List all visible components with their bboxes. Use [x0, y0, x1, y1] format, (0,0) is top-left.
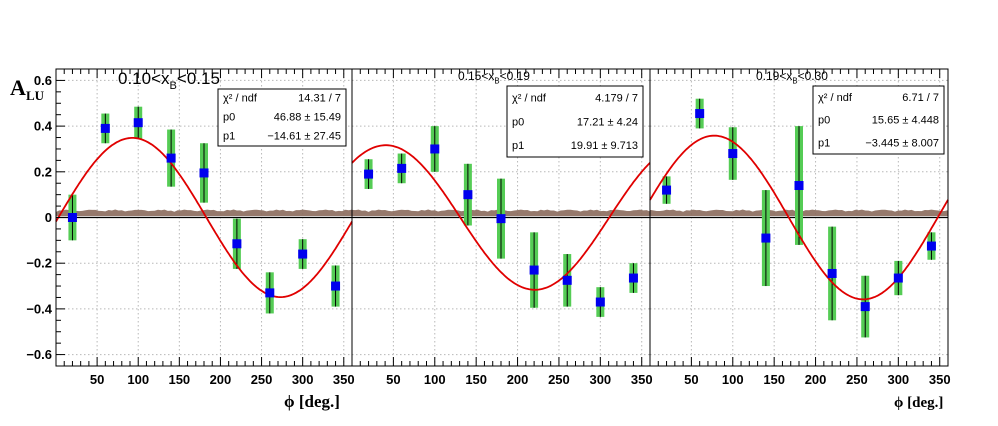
x-axis-title-right: ϕ [deg.] — [894, 395, 943, 411]
panel-title: 0.10<xB<0.15 — [118, 69, 220, 92]
fit-stat-value: 15.65 ± 4.448 — [872, 115, 939, 127]
fit-stat-value: 46.88 ± 15.49 — [274, 112, 341, 124]
x-tick-label: 150 — [168, 372, 190, 387]
x-tick-label: 100 — [424, 372, 446, 387]
fit-stat-value: 4.179 / 7 — [595, 93, 638, 105]
panel-title: 0.15<xB<0.19 — [458, 69, 530, 86]
fit-stat-value: 14.31 / 7 — [298, 93, 341, 105]
data-point — [166, 153, 176, 163]
data-point — [562, 275, 572, 285]
data-point — [827, 268, 837, 278]
x-tick-label: 350 — [333, 372, 355, 387]
fit-stat-value: −14.61 ± 27.45 — [267, 131, 341, 143]
data-point — [529, 265, 539, 275]
data-point — [761, 233, 771, 243]
x-tick-label: 100 — [722, 372, 744, 387]
x-tick-label: 200 — [210, 372, 232, 387]
data-point — [133, 118, 143, 128]
data-point — [100, 123, 110, 133]
tick-layer: 50 100 150 200 250 300 350 50 100 150 200 250 300 350… — [26, 69, 951, 387]
fit-stat-label: p0 — [223, 112, 235, 124]
y-tick-label: 0.2 — [34, 164, 52, 179]
fit-stat-label: χ² / ndf — [512, 93, 547, 105]
fit-stat-label: χ² / ndf — [818, 92, 853, 104]
x-tick-label: 250 — [548, 372, 570, 387]
fit-stat-label: p0 — [512, 116, 524, 128]
fit-stat-label: p1 — [818, 137, 830, 149]
data-point — [232, 239, 242, 249]
data-point — [695, 109, 705, 119]
data-point — [595, 297, 605, 307]
data-point-layer — [67, 109, 936, 312]
x-tick-label: 150 — [465, 372, 487, 387]
data-point — [496, 214, 506, 224]
fit-stat-value: −3.445 ± 8.007 — [865, 137, 939, 149]
data-point — [298, 249, 308, 259]
x-tick-label: 200 — [805, 372, 827, 387]
fit-stat-label: p0 — [818, 115, 830, 127]
x-tick-label: 250 — [846, 372, 868, 387]
fit-curve — [55, 137, 353, 298]
data-point — [628, 273, 638, 283]
x-tick-label: 200 — [507, 372, 529, 387]
systematic-band-layer — [56, 209, 948, 217]
data-point — [662, 185, 672, 195]
label-layer: A LU ϕ [deg.] ϕ [deg.] — [10, 75, 943, 411]
y-axis-title-sub: LU — [26, 88, 45, 103]
fit-stats-box — [506, 85, 644, 158]
fit-stat-label: p1 — [223, 131, 235, 143]
data-point — [926, 241, 936, 251]
data-point — [860, 302, 870, 312]
data-point — [67, 213, 77, 222]
fit-stat-label: p1 — [512, 140, 524, 152]
y-axis-title: A — [10, 75, 26, 100]
fit-stats-box — [217, 88, 347, 147]
x-tick-label: 350 — [631, 372, 653, 387]
x-tick-label: 50 — [90, 372, 104, 387]
data-point — [430, 144, 440, 154]
x-tick-label: 350 — [929, 372, 951, 387]
y-tick-label: 0 — [45, 210, 52, 225]
fit-stat-value: 17.21 ± 4.24 — [577, 116, 638, 128]
x-tick-label: 300 — [589, 372, 611, 387]
data-point — [199, 168, 209, 178]
x-tick-label: 250 — [251, 372, 273, 387]
data-point — [331, 281, 341, 291]
data-point — [463, 190, 473, 200]
y-tick-label: −0.2 — [26, 256, 52, 271]
y-tick-label: −0.6 — [26, 347, 52, 362]
x-tick-label: 100 — [127, 372, 149, 387]
y-tick-label: 0.4 — [34, 119, 53, 134]
x-tick-label: 50 — [386, 372, 400, 387]
x-axis-title-left: ϕ [deg.] — [284, 392, 340, 411]
y-tick-label: −0.4 — [26, 301, 52, 316]
data-point — [893, 273, 903, 283]
fit-stat-value: 6.71 / 7 — [902, 92, 939, 104]
x-tick-label: 300 — [292, 372, 314, 387]
fit-stat-value: 19.91 ± 9.713 — [571, 140, 638, 152]
data-point — [794, 181, 804, 191]
fit-stats-box — [812, 85, 945, 155]
fit-stat-label: χ² / ndf — [223, 93, 258, 105]
y-tick-label: 0.6 — [34, 73, 52, 88]
data-point — [728, 149, 738, 159]
data-point — [397, 163, 407, 173]
panel-title: 0.19<xB<0.30 — [756, 69, 828, 86]
x-tick-label: 150 — [763, 372, 785, 387]
data-point — [265, 288, 275, 298]
data-point — [364, 169, 374, 179]
x-tick-label: 300 — [887, 372, 909, 387]
fit-curve — [351, 144, 651, 291]
x-tick-label: 50 — [684, 372, 698, 387]
